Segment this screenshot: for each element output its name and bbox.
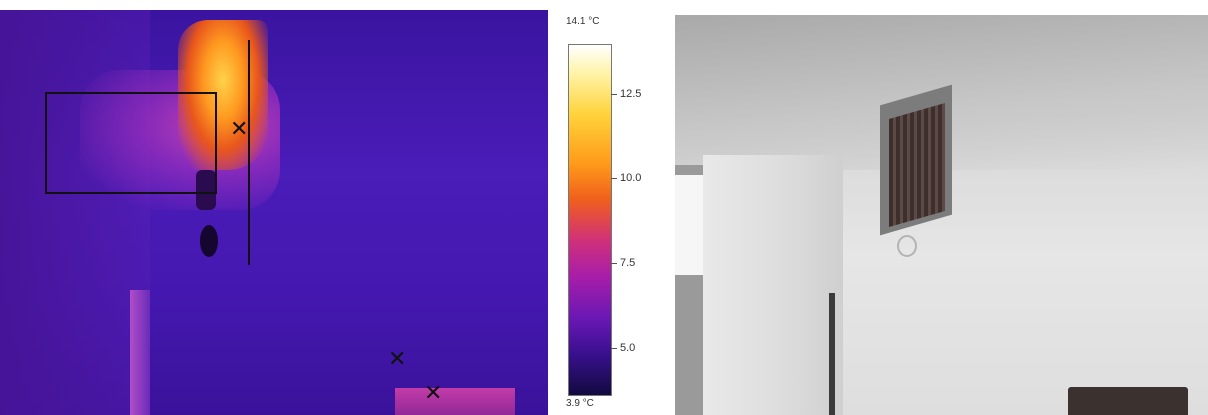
scale-min-label: 3.9 °C <box>566 398 594 409</box>
measurement-line <box>248 40 250 265</box>
photo-window-sill <box>1068 387 1188 415</box>
thermal-cold-ellipse <box>200 225 218 257</box>
spot-marker-icon: ✕ <box>424 380 443 405</box>
scale-tick-label: 12.5 <box>620 88 642 100</box>
spot-marker-icon: ✕ <box>230 116 249 141</box>
scale-tick-label: 10.0 <box>620 172 642 184</box>
photo-left-opening <box>675 175 703 275</box>
visual-photo <box>675 15 1208 415</box>
scale-tick <box>611 94 617 95</box>
scale-tick <box>611 178 617 179</box>
scale-tick <box>611 348 617 349</box>
scale-tick-label: 5.0 <box>620 342 636 354</box>
measurement-box <box>45 92 217 194</box>
thermal-bottom-window <box>395 388 515 415</box>
spot-marker-icon: ✕ <box>388 346 407 371</box>
photo-column <box>703 155 843 415</box>
temperature-scale: 14.1 °C 12.5 10.0 7.5 5.0 3.9 °C <box>548 10 668 415</box>
scale-tick-label: 7.5 <box>620 257 636 269</box>
photo-pole <box>829 293 835 415</box>
scale-max-label: 14.1 °C <box>566 16 600 27</box>
thermal-hot-spot <box>178 20 268 170</box>
thermal-cold-strip <box>196 170 216 210</box>
thermal-pillar <box>130 290 150 415</box>
photo-window-louvers <box>889 102 945 228</box>
scale-gradient-bar <box>568 44 612 396</box>
thermal-image: ✕ ✕ ✕ <box>0 10 548 415</box>
photo-wall-stain <box>897 235 917 257</box>
scale-tick <box>611 263 617 264</box>
